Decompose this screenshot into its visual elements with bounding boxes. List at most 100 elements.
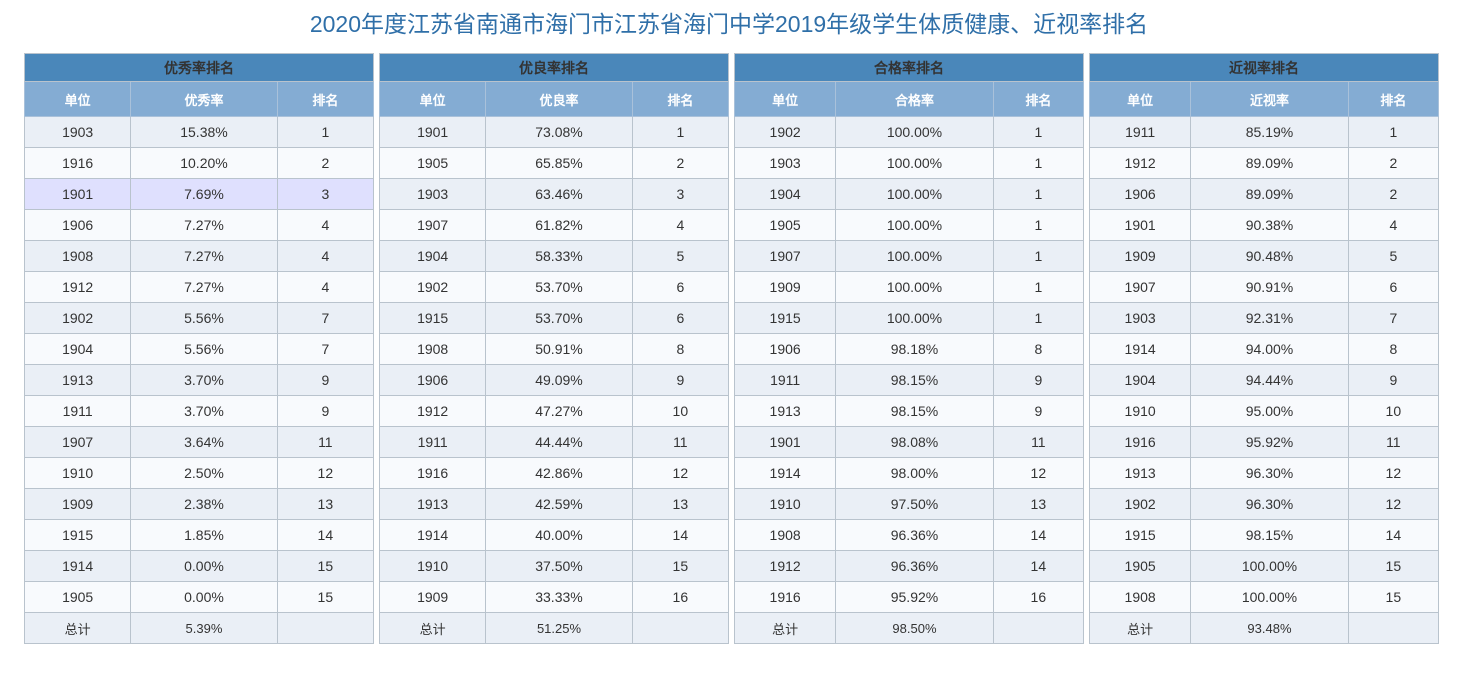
table-row: 1907 90.91% 6 xyxy=(1088,271,1440,303)
rate-cell: 100.00% xyxy=(835,116,994,148)
rate-cell: 95.92% xyxy=(835,581,994,613)
rank-cell: 2 xyxy=(1347,178,1440,210)
table-row: 1911 3.70% 9 xyxy=(23,395,375,427)
unit-cell: 1908 xyxy=(378,333,487,365)
table-row: 1915 100.00% 1 xyxy=(733,302,1085,334)
rank-cell: 9 xyxy=(992,364,1085,396)
rank-cell: 4 xyxy=(276,209,375,241)
unit-cell: 1907 xyxy=(378,209,487,241)
unit-cell: 1916 xyxy=(733,581,837,613)
rank-cell: 4 xyxy=(1347,209,1440,241)
unit-cell: 1905 xyxy=(378,147,487,179)
rank-cell: 7 xyxy=(1347,302,1440,334)
rank-cell: 5 xyxy=(1347,240,1440,272)
rate-cell: 100.00% xyxy=(835,240,994,272)
rate-cell: 58.33% xyxy=(485,240,633,272)
unit-cell: 1915 xyxy=(1088,519,1192,551)
unit-cell: 1916 xyxy=(1088,426,1192,458)
unit-cell: 1906 xyxy=(378,364,487,396)
rank-cell: 1 xyxy=(992,147,1085,179)
unit-cell: 1907 xyxy=(23,426,132,458)
table-caption: 优良率排名 xyxy=(379,53,729,82)
unit-cell: 1916 xyxy=(378,457,487,489)
rank-cell: 12 xyxy=(631,457,730,489)
unit-cell: 1906 xyxy=(23,209,132,241)
total-label: 总计 xyxy=(733,612,837,644)
rank-cell: 1 xyxy=(992,302,1085,334)
unit-cell: 1915 xyxy=(23,519,132,551)
table-row: 1912 96.36% 14 xyxy=(733,550,1085,582)
rank-cell: 1 xyxy=(992,271,1085,303)
rank-cell: 12 xyxy=(276,457,375,489)
table-row: 1901 7.69% 3 xyxy=(23,178,375,210)
excellent-rate-table: 优秀率排名 单位 优秀率 排名 1903 15.38% 1 1916 10.20% 2 1901 7.… xyxy=(23,53,375,644)
unit-cell: 1909 xyxy=(733,271,837,303)
rate-cell: 42.59% xyxy=(485,488,633,520)
rate-cell: 94.00% xyxy=(1190,333,1349,365)
rank-cell: 11 xyxy=(276,426,375,458)
table-row: 1916 42.86% 12 xyxy=(378,457,730,489)
rate-cell: 5.56% xyxy=(130,333,278,365)
table-row: 1910 37.50% 15 xyxy=(378,550,730,582)
rank-cell: 1 xyxy=(1347,116,1440,148)
rank-cell: 13 xyxy=(631,488,730,520)
rank-cell: 8 xyxy=(1347,333,1440,365)
column-header: 近视率 xyxy=(1190,81,1349,117)
table-row: 1912 89.09% 2 xyxy=(1088,147,1440,179)
column-header: 单位 xyxy=(733,81,837,117)
unit-cell: 1913 xyxy=(23,364,132,396)
unit-cell: 1909 xyxy=(378,581,487,613)
rate-cell: 95.92% xyxy=(1190,426,1349,458)
column-header-row: 单位 优秀率 排名 xyxy=(23,81,375,117)
rank-cell: 1 xyxy=(992,240,1085,272)
rate-cell: 7.27% xyxy=(130,240,278,272)
rank-cell: 4 xyxy=(276,271,375,303)
rank-cell: 5 xyxy=(631,240,730,272)
unit-cell: 1903 xyxy=(733,147,837,179)
unit-cell: 1902 xyxy=(733,116,837,148)
rate-cell: 89.09% xyxy=(1190,178,1349,210)
rate-cell: 100.00% xyxy=(835,147,994,179)
rate-cell: 90.48% xyxy=(1190,240,1349,272)
unit-cell: 1901 xyxy=(1088,209,1192,241)
column-header: 优秀率 xyxy=(130,81,278,117)
rate-cell: 10.20% xyxy=(130,147,278,179)
unit-cell: 1910 xyxy=(1088,395,1192,427)
table-row: 1914 40.00% 14 xyxy=(378,519,730,551)
rate-cell: 15.38% xyxy=(130,116,278,148)
rate-cell: 61.82% xyxy=(485,209,633,241)
myopia-rate-table: 近视率排名 单位 近视率 排名 1911 85.19% 1 1912 89.09% 2 1906 89… xyxy=(1088,53,1440,644)
table-row: 1910 97.50% 13 xyxy=(733,488,1085,520)
rate-cell: 90.38% xyxy=(1190,209,1349,241)
unit-cell: 1904 xyxy=(733,178,837,210)
unit-cell: 1910 xyxy=(378,550,487,582)
table-row: 1911 44.44% 11 xyxy=(378,426,730,458)
rank-cell: 9 xyxy=(276,395,375,427)
unit-cell: 1913 xyxy=(1088,457,1192,489)
rate-cell: 100.00% xyxy=(835,271,994,303)
total-rate: 51.25% xyxy=(485,612,633,644)
rate-cell: 44.44% xyxy=(485,426,633,458)
total-label: 总计 xyxy=(378,612,487,644)
rate-cell: 100.00% xyxy=(835,302,994,334)
rank-cell: 1 xyxy=(992,178,1085,210)
rate-cell: 0.00% xyxy=(130,550,278,582)
rate-cell: 0.00% xyxy=(130,581,278,613)
rate-cell: 3.70% xyxy=(130,364,278,396)
unit-cell: 1908 xyxy=(23,240,132,272)
table-row: 1903 92.31% 7 xyxy=(1088,302,1440,334)
pass-rate-table: 合格率排名 单位 合格率 排名 1902 100.00% 1 1903 100.00% 1 1904… xyxy=(733,53,1085,644)
unit-cell: 1905 xyxy=(1088,550,1192,582)
rank-cell: 11 xyxy=(1347,426,1440,458)
rank-cell: 14 xyxy=(992,550,1085,582)
column-header: 排名 xyxy=(992,81,1085,117)
table-row: 1913 3.70% 9 xyxy=(23,364,375,396)
page-title: 2020年度江苏省南通市海门市江苏省海门中学2019年级学生体质健康、近视率排名 xyxy=(309,11,1149,37)
unit-cell: 1904 xyxy=(378,240,487,272)
rate-cell: 1.85% xyxy=(130,519,278,551)
rate-cell: 98.00% xyxy=(835,457,994,489)
rank-cell: 7 xyxy=(276,333,375,365)
rate-cell: 42.86% xyxy=(485,457,633,489)
total-row: 总计 93.48% xyxy=(1088,612,1440,644)
rank-cell: 1 xyxy=(992,116,1085,148)
